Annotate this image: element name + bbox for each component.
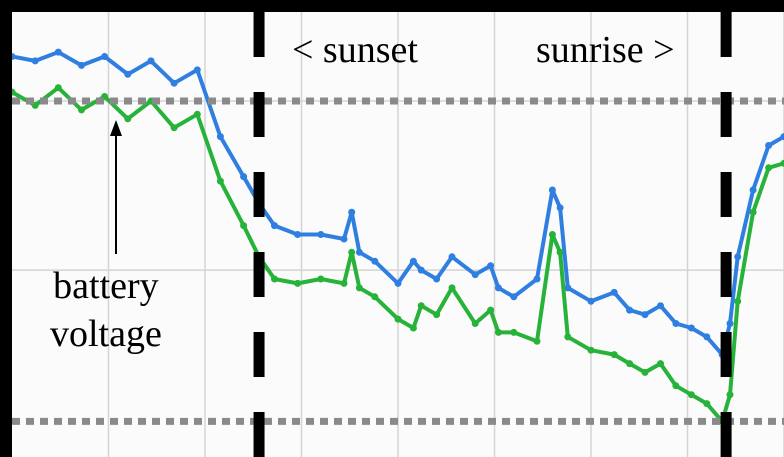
series-green-point [433, 311, 441, 319]
series-green-point [12, 88, 16, 96]
series-blue-point [216, 133, 224, 141]
series-green-point [471, 320, 479, 327]
series-blue-point [548, 186, 556, 194]
series-blue-point [147, 57, 155, 65]
series-blue-point [610, 288, 618, 296]
series-blue-point [556, 204, 564, 212]
series-green-point [240, 222, 248, 230]
series-blue-point [54, 48, 62, 56]
series-green-point [548, 231, 556, 238]
series-green-point [317, 275, 325, 283]
sunset-annotation: < sunset [292, 29, 418, 71]
series-blue-point [78, 61, 85, 69]
series-blue-point [355, 248, 363, 256]
series-blue-point [124, 70, 132, 78]
series-green-point [355, 284, 363, 292]
series-green-point [170, 124, 178, 132]
series-green-point [340, 279, 348, 287]
series-green-point [216, 177, 224, 185]
series-blue-point [433, 275, 441, 283]
series-green-point [510, 328, 518, 336]
battery-voltage-chart [12, 12, 784, 457]
series-green-point [78, 106, 85, 114]
battery-annotation-line2: voltage [50, 313, 162, 355]
series-green-point [657, 360, 664, 368]
series-blue-point [641, 311, 649, 319]
series-blue-point [448, 253, 456, 261]
series-blue-point [170, 79, 178, 87]
series-blue-point [510, 293, 518, 301]
series-blue-point [734, 253, 742, 261]
series-green-point [780, 159, 784, 167]
series-green-point [641, 368, 649, 376]
series-blue-line [12, 50, 784, 357]
series-green-point [564, 333, 572, 341]
series-blue-point [271, 222, 278, 230]
series-blue-point [348, 208, 356, 216]
series-blue-point [31, 57, 39, 65]
series-blue-point [394, 279, 402, 287]
series-blue-point [294, 231, 302, 238]
series-green-point [193, 110, 201, 118]
series-green-point [672, 382, 680, 390]
series-green-point [124, 115, 132, 123]
series-green-point [448, 284, 456, 292]
series-blue-point [371, 257, 379, 265]
series-green-point [703, 400, 711, 408]
series-green-point [371, 293, 379, 301]
series-blue-point [626, 306, 634, 314]
series-blue-point [417, 266, 425, 274]
series-green-point [348, 248, 356, 256]
sunrise-annotation: sunrise > [536, 29, 675, 71]
series-blue-point [409, 257, 417, 265]
series-green-point [294, 279, 302, 287]
series-blue-point [687, 324, 695, 332]
series-green-point [494, 328, 502, 336]
series-green-line [12, 85, 784, 424]
series-green-point [409, 324, 417, 332]
series-green-point [726, 391, 734, 399]
series-blue-point [657, 302, 664, 310]
series-blue-point [765, 142, 773, 149]
series-blue-point [703, 333, 711, 341]
series-blue-point [749, 186, 757, 194]
series-blue-point [726, 320, 734, 327]
series-green-point [765, 164, 773, 172]
series-green-point [533, 337, 541, 345]
series-blue-point [471, 271, 479, 279]
series-blue-point [564, 284, 572, 292]
series-green-point [749, 208, 757, 216]
series-blue-point [672, 320, 680, 327]
series-green-point [487, 306, 495, 314]
battery-voltage-annotation: battery voltage [50, 262, 162, 358]
series-green-point [687, 391, 695, 399]
series-green-point [610, 351, 618, 359]
battery-annotation-line1: battery [53, 265, 159, 307]
series-green-point [54, 84, 62, 92]
series-blue-point [193, 66, 201, 74]
series-blue-point [533, 275, 541, 283]
series-blue-point [317, 231, 325, 238]
series-blue-point [587, 297, 595, 305]
series-blue-point [240, 173, 248, 181]
series-green-point [417, 302, 425, 310]
series-green-point [626, 360, 634, 368]
battery-arrow-head [110, 120, 122, 136]
series-green-point [734, 297, 742, 305]
series-green-point [556, 248, 564, 256]
series-blue-point [12, 53, 16, 60]
series-green-point [394, 315, 402, 323]
series-blue-point [494, 284, 502, 292]
series-green-point [587, 346, 595, 354]
series-green-point [271, 275, 278, 283]
series-blue-point [340, 235, 348, 243]
plot-area [12, 12, 784, 457]
series-blue-point [780, 133, 784, 141]
series-blue-point [101, 53, 109, 60]
series-blue-point [487, 262, 495, 270]
